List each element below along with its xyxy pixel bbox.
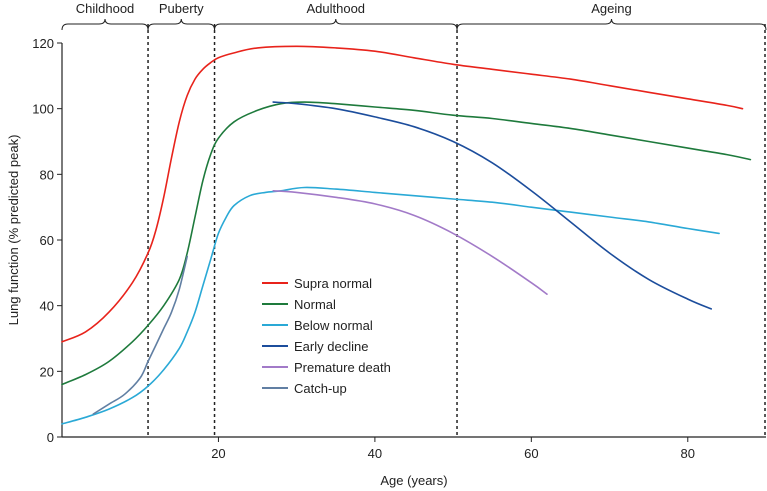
y-tick-label: 100 xyxy=(32,102,54,117)
legend: Supra normal Normal Below normal Early decl… xyxy=(262,276,391,396)
legend-label-early-decline: Early decline xyxy=(294,339,368,354)
legend-label-catch-up: Catch-up xyxy=(294,381,347,396)
series-line-premature-death xyxy=(272,190,548,295)
phase-brace xyxy=(61,18,149,31)
x-axis-title: Age (years) xyxy=(380,473,447,488)
series-lines xyxy=(61,45,752,425)
x-tick-label: 20 xyxy=(211,446,225,461)
axes xyxy=(61,43,766,438)
y-axis-title: Lung function (% predicted peak) xyxy=(6,135,21,326)
y-tick-label: 120 xyxy=(32,36,54,51)
y-tick-label: 80 xyxy=(40,167,54,182)
series-line-catch-up xyxy=(92,255,188,415)
y-tick-label: 20 xyxy=(40,364,54,379)
phase-brace xyxy=(456,18,767,31)
ticks: 0 20 40 60 80 100 120 20 40 60 80 xyxy=(32,36,695,461)
series-line-supra-normal xyxy=(61,45,744,343)
x-tick-label: 80 xyxy=(681,446,695,461)
series-line-normal xyxy=(61,101,752,386)
phase-label: Ageing xyxy=(591,1,631,16)
legend-label-below-normal: Below normal xyxy=(294,318,373,333)
legend-label-premature-death: Premature death xyxy=(294,360,391,375)
phase-annotations: Childhood Puberty Adulthood Ageing xyxy=(61,1,767,437)
legend-label-normal: Normal xyxy=(294,297,336,312)
x-tick-label: 40 xyxy=(368,446,382,461)
x-tick-label: 60 xyxy=(524,446,538,461)
series-line-early-decline xyxy=(272,101,712,310)
y-tick-label: 0 xyxy=(47,430,54,445)
y-tick-label: 40 xyxy=(40,299,54,314)
legend-label-supra-normal: Supra normal xyxy=(294,276,372,291)
phase-brace xyxy=(214,18,458,31)
phase-label: Puberty xyxy=(159,1,204,16)
series-line-below-normal xyxy=(61,186,720,425)
phase-label: Adulthood xyxy=(306,1,365,16)
y-tick-label: 60 xyxy=(40,233,54,248)
phase-label: Childhood xyxy=(76,1,135,16)
phase-brace xyxy=(147,18,216,31)
